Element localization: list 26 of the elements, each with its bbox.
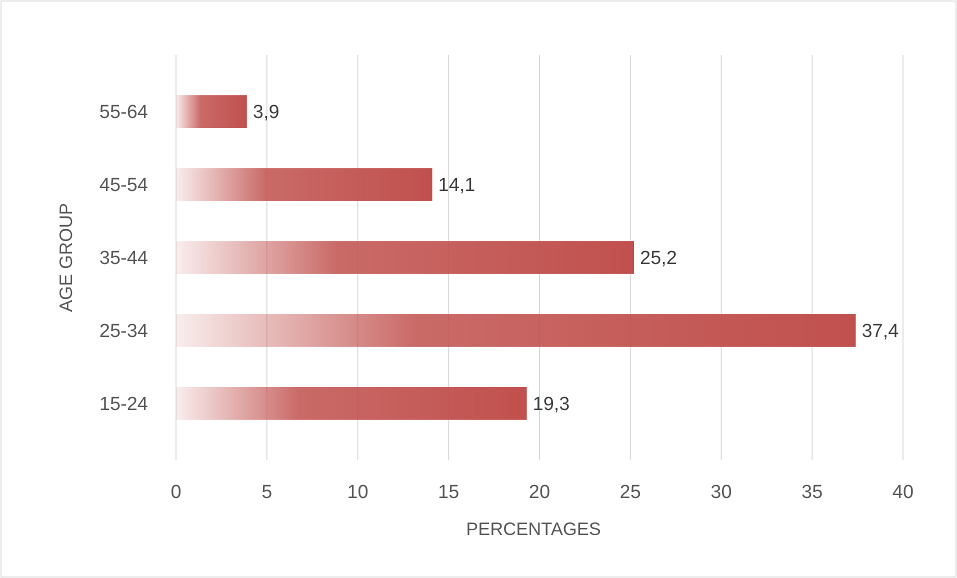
x-tick-label: 10 xyxy=(347,482,368,503)
x-tick-label: 40 xyxy=(892,482,914,503)
x-tick-label: 20 xyxy=(528,482,550,503)
y-tick-label: 15-24 xyxy=(99,394,148,416)
x-tick-label: 15 xyxy=(438,482,460,503)
data-label: 19,3 xyxy=(532,394,570,416)
y-tick-label: 45-54 xyxy=(99,175,148,196)
data-label: 37,4 xyxy=(862,321,900,342)
x-tick-label: 35 xyxy=(802,482,823,503)
x-tick-label: 25 xyxy=(620,482,641,503)
bar xyxy=(176,387,527,420)
data-label: 25,2 xyxy=(640,248,677,270)
y-tick-label: 55-64 xyxy=(99,102,148,124)
data-label: 3,9 xyxy=(252,102,280,124)
bar xyxy=(176,241,634,274)
x-tick-label: 30 xyxy=(710,482,732,503)
y-tick-label: 25-34 xyxy=(99,321,148,342)
x-axis-title: PERCENTAGES xyxy=(466,519,601,539)
bar xyxy=(176,314,856,347)
bar xyxy=(176,168,432,201)
y-axis-title: AGE GROUP xyxy=(56,202,76,312)
y-tick-label: 35-44 xyxy=(99,248,148,270)
x-tick-label: 0 xyxy=(170,482,182,503)
bar xyxy=(176,95,247,128)
x-tick-label: 5 xyxy=(262,482,272,503)
data-label: 14,1 xyxy=(438,175,476,196)
